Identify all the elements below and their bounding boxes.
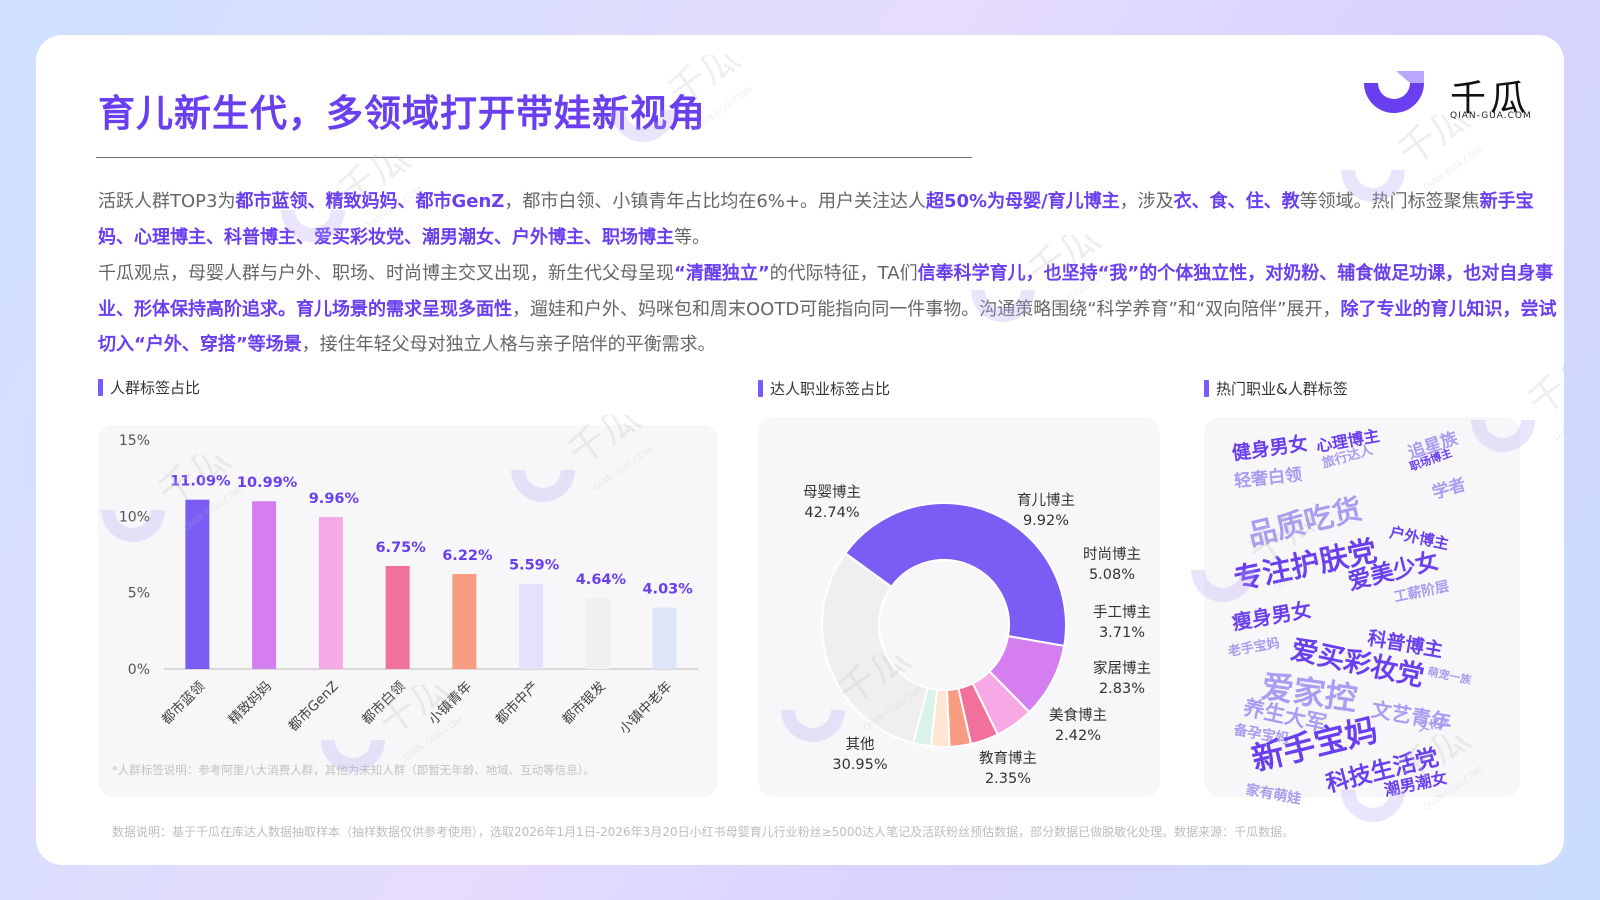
bar-section-title: 人群标签占比 — [98, 377, 200, 398]
summary-paragraph: 活跃人群TOP3为都市蓝领、精致妈妈、都市GenZ，都市白领、小镇青年占比均在6… — [98, 184, 1564, 255]
bar-value-label: 9.96% — [309, 491, 360, 507]
x-tick-label: 精致妈妈 — [225, 679, 274, 728]
bar-value-label: 6.22% — [442, 548, 493, 564]
slice-label: 母婴博主 — [803, 484, 861, 501]
body-text: 千瓜观点，母婴人群与户外、职场、时尚博主交叉出现，新生代父母呈现 — [98, 263, 674, 284]
highlight-text: 衣、食、住、教 — [1173, 191, 1300, 212]
bar-chart-note: *人群标签说明：参考阿里八大消费人群，其他为未知人群（即暂无年龄、地域、互动等信… — [112, 762, 595, 778]
watermark-text: 千瓜 — [1520, 365, 1564, 424]
highlight-text: “清醒独立” — [674, 263, 770, 284]
cloud-tag: 轻奢白领 — [1233, 464, 1303, 492]
bar — [452, 574, 477, 669]
slice-value: 2.83% — [1099, 681, 1145, 697]
y-tick-label: 5% — [128, 586, 150, 602]
slice-label: 教育博主 — [979, 750, 1037, 767]
slice-label: 家居博主 — [1093, 660, 1151, 677]
body-text: 的代际特征，TA们 — [769, 263, 918, 284]
donut-chart: 母婴博主 42.74% 育儿博主 9.92% 时尚博主 5.08% 手工博主 3.71% 家居博… — [803, 484, 1151, 787]
donut-chart-panel: 母婴博主 42.74% 育儿博主 9.92% 时尚博主 5.08% 手工博主 3.71% 家居博… — [758, 417, 1160, 797]
donut-slice — [821, 551, 929, 745]
page-title: 育儿新生代，多领域打开带娃新视角 — [98, 92, 706, 135]
highlight-text: 信奉科学育儿，也坚持“我”的个体独立性，对奶粉、辅食做足功课，也对自身事业、形体… — [98, 263, 1554, 320]
body-text: ，遛娃和户外、妈咪包和周末OOTD可能指向同一件事物。沟通策略围绕“科学养育”和… — [512, 298, 1341, 320]
slice-value: 9.92% — [1023, 513, 1069, 529]
bar-value-label: 10.99% — [237, 475, 298, 491]
slice-value: 42.74% — [804, 505, 859, 521]
slice-label: 育儿博主 — [1017, 492, 1075, 509]
slice-value: 2.42% — [1055, 728, 1101, 744]
cloud-tag: 家有萌娃 — [1244, 782, 1303, 808]
slice-value: 3.71% — [1099, 625, 1145, 641]
bar-value-label: 4.64% — [576, 572, 627, 588]
cloud-tag: 老手宝妈 — [1227, 636, 1281, 660]
body-text: ，都市白领、小镇青年占比均在6%+。用户关注达人 — [504, 191, 926, 212]
donut-section-title: 达人职业标签占比 — [758, 378, 890, 399]
bar-value-label: 5.59% — [509, 558, 560, 574]
highlight-text: 除了专业的育儿知识，尝试切入“户外、穿搭”等场景 — [98, 298, 1557, 356]
logo-domain: QIAN-GUA.COM — [1450, 111, 1532, 121]
cloud-tag: 萌宠一族 — [1426, 665, 1473, 687]
body-text: ，涉及 — [1119, 191, 1174, 212]
word-cloud-panel: 健身男女 心理博主 追星族 旅行达人 轻奢白领 职场博主 学者 品质吃货 户外博主 专注护肤党 爱美… — [1204, 417, 1520, 808]
bar — [652, 607, 677, 669]
bar — [185, 499, 210, 669]
slice-value: 5.08% — [1089, 567, 1135, 583]
x-tick-label: 小镇中老年 — [616, 679, 675, 738]
data-source-note: 数据说明：基于千瓜在库达人数据抽取样本（抽样数据仅供参考使用），选取2026年1… — [112, 825, 1295, 839]
highlight-text: 新手宝妈、心理博主、科普博主、爱买彩妆党、潮男潮女、户外博主、职场博主 — [98, 191, 1534, 248]
donut-slice — [843, 502, 1067, 648]
y-tick-label: 0% — [128, 662, 150, 678]
cloud-section-title: 热门职业&人群标签 — [1204, 378, 1348, 399]
slice-value: 30.95% — [832, 757, 887, 773]
x-tick-label: 都市蓝领 — [158, 677, 209, 728]
body-text: ，接住年轻父母对独立人格与亲子陪伴的平衡需求。 — [301, 334, 716, 355]
bar — [318, 516, 343, 669]
bar — [252, 501, 277, 669]
slice-label: 其他 — [846, 736, 875, 753]
insight-paragraph: 千瓜观点，母婴人群与户外、职场、时尚博主交叉出现，新生代父母呈现“清醒独立”的代… — [98, 256, 1564, 363]
bar-value-label: 4.03% — [642, 581, 693, 597]
x-tick-label: 都市中产 — [492, 678, 542, 728]
slice-label: 时尚博主 — [1083, 546, 1141, 563]
logo-text: 千瓜 — [1450, 78, 1531, 119]
body-text: 活跃人群TOP3为 — [98, 191, 236, 212]
slice-label: 手工博主 — [1093, 604, 1151, 621]
slice-value: 2.35% — [985, 771, 1031, 787]
bar-chart-panel: 0% 5% 10% 15% 11.09% 都市蓝领 10.99% 精致妈妈 9.96% 都市Gen… — [98, 425, 718, 797]
body-text: 等领域。热门标签聚焦 — [1299, 191, 1480, 212]
body-text: 等。 — [674, 226, 710, 248]
cloud-tag: 学者 — [1429, 474, 1469, 504]
y-tick-label: 15% — [119, 433, 150, 449]
qiangua-logo-icon — [1364, 71, 1424, 113]
highlight-text: 超50%为母婴/育儿博主 — [925, 191, 1120, 212]
bar — [519, 583, 544, 669]
title-divider — [96, 157, 972, 158]
bar-chart: 0%5%10%15%11.09%都市蓝领10.99%精致妈妈9.96%都市Gen… — [119, 433, 698, 738]
report-card: 育儿新生代，多领域打开带娃新视角 千瓜 QIAN-GUA.COM 活跃人群TOP… — [36, 35, 1564, 865]
x-tick-label: 都市银发 — [558, 677, 609, 728]
bar — [385, 565, 410, 669]
highlight-text: 都市蓝领、精致妈妈、都市GenZ — [235, 191, 505, 212]
y-tick-label: 10% — [119, 509, 150, 525]
bar-value-label: 11.09% — [170, 474, 231, 490]
slice-label: 美食博主 — [1049, 707, 1107, 724]
bar — [585, 598, 610, 669]
bar-value-label: 6.75% — [375, 540, 426, 556]
